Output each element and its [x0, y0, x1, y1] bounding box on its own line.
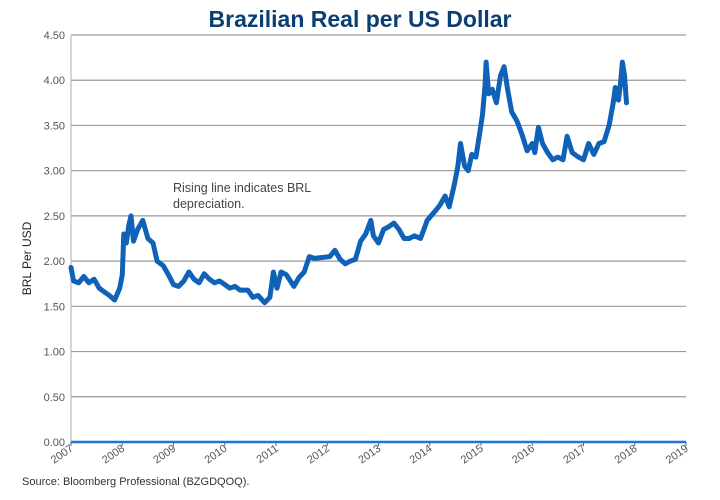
y-tick-label: 1.00: [44, 347, 65, 359]
y-tick-label: 4.50: [44, 30, 65, 42]
x-tick-label: 2015: [459, 443, 486, 467]
annotation-text: Rising line indicates BRL: [173, 181, 311, 195]
y-tick-label: 4.00: [44, 75, 65, 87]
x-tick-label: 2017: [561, 443, 588, 467]
annotation-text: depreciation.: [173, 197, 245, 211]
x-tick-label: 2012: [305, 443, 332, 467]
chart-title: Brazilian Real per US Dollar: [208, 6, 512, 32]
x-tick-label: 2009: [151, 443, 178, 467]
x-tick-label: 2019: [664, 443, 691, 467]
x-tick-label: 2008: [100, 443, 127, 467]
x-tick-label: 2010: [203, 443, 230, 467]
x-tick-label: 2013: [356, 443, 383, 467]
x-tick-label: 2011: [254, 443, 280, 466]
y-axis-label: BRL Per USD: [20, 221, 34, 295]
y-tick-label: 2.00: [44, 256, 65, 268]
source-note: Source: Bloomberg Professional (BZGDQOQ)…: [22, 476, 250, 488]
y-tick-label: 1.50: [44, 301, 65, 313]
y-tick-label: 3.50: [44, 120, 65, 132]
x-tick-label: 2016: [510, 443, 537, 467]
x-tick-label: 2014: [408, 443, 435, 467]
y-tick-label: 2.50: [44, 211, 65, 223]
y-tick-label: 0.50: [44, 392, 65, 404]
x-tick-label: 2018: [613, 443, 640, 467]
y-tick-label: 0.00: [44, 437, 65, 449]
series-line-brl-usd: [68, 59, 629, 306]
y-tick-label: 3.00: [44, 166, 65, 178]
